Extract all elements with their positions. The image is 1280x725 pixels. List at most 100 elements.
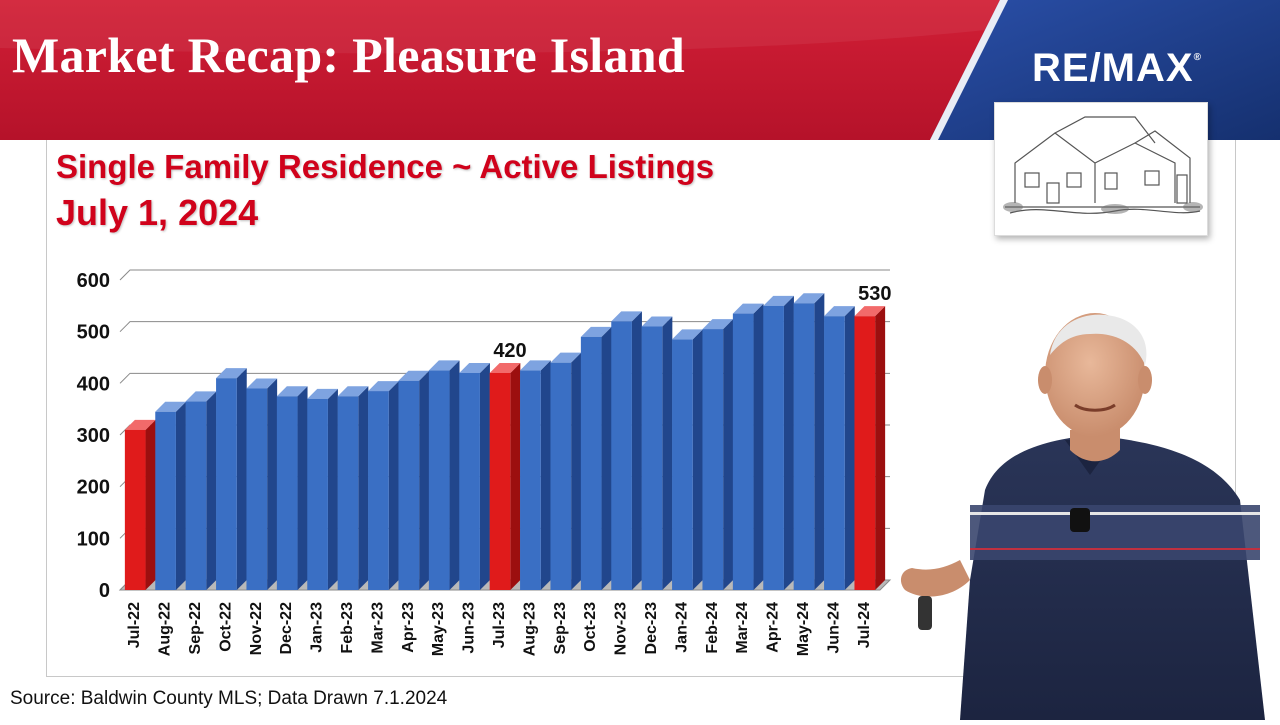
y-tick-label: 400 bbox=[77, 373, 110, 395]
bar-top bbox=[216, 368, 247, 379]
bar-side bbox=[479, 363, 490, 590]
bar-top bbox=[550, 352, 582, 363]
x-tick-label: Dec-22 bbox=[278, 602, 295, 655]
bar-side bbox=[753, 303, 764, 590]
gridline bbox=[119, 269, 890, 281]
bar bbox=[185, 401, 207, 590]
bar bbox=[580, 336, 602, 590]
bar bbox=[368, 391, 389, 590]
bar-side bbox=[419, 370, 430, 590]
bar bbox=[763, 305, 784, 590]
bar-top bbox=[368, 381, 399, 392]
bar-side bbox=[327, 388, 338, 590]
source-note: Source: Baldwin County MLS; Data Drawn 7… bbox=[10, 688, 448, 709]
bar-top bbox=[276, 386, 308, 397]
bar-top bbox=[428, 360, 460, 371]
bar-top bbox=[854, 306, 886, 317]
bar-side bbox=[145, 419, 156, 590]
x-tick-label: Mar-23 bbox=[369, 602, 386, 654]
x-tick-label: Feb-24 bbox=[704, 602, 721, 654]
bar bbox=[611, 321, 632, 590]
data-label: 530 bbox=[858, 283, 891, 305]
bar-side bbox=[844, 306, 855, 590]
bar-side bbox=[631, 311, 642, 590]
bar-side bbox=[236, 368, 247, 590]
x-tick-label: Mar-24 bbox=[734, 602, 751, 654]
x-tick-label: Jun-23 bbox=[461, 602, 478, 654]
bar-top bbox=[672, 329, 703, 340]
y-tick-label: 300 bbox=[77, 425, 110, 447]
bar bbox=[276, 396, 298, 590]
bar-side bbox=[723, 319, 734, 590]
bar-side bbox=[206, 391, 217, 590]
bar bbox=[854, 316, 876, 590]
x-tick-label: Jan-23 bbox=[309, 602, 326, 653]
x-tick-label: Aug-23 bbox=[521, 602, 538, 656]
bar bbox=[520, 370, 541, 590]
house-sketch-image bbox=[994, 102, 1208, 236]
bar-side bbox=[267, 378, 278, 590]
bar-top bbox=[641, 316, 673, 327]
chart-title: Single Family Residence ~ Active Listing… bbox=[56, 148, 715, 185]
bar bbox=[489, 373, 511, 590]
bar-top bbox=[580, 326, 612, 337]
x-tick-label: Oct-23 bbox=[582, 602, 599, 652]
bar-top bbox=[124, 419, 156, 430]
x-tick-label: Feb-23 bbox=[339, 602, 356, 654]
bar-side bbox=[601, 326, 612, 590]
x-tick-label: Apr-24 bbox=[765, 602, 782, 653]
y-tick-label: 100 bbox=[77, 528, 110, 550]
active-listings-bar-chart: 0 100 200 300 400 500 600 Jul-22 Aug-22 Sep-22 Oct… bbox=[77, 269, 891, 656]
bar bbox=[793, 303, 815, 590]
bar bbox=[732, 313, 754, 590]
bar-side bbox=[875, 306, 886, 590]
data-label: 420 bbox=[493, 340, 526, 362]
logo-mark: ® bbox=[1193, 52, 1202, 63]
x-tick-label: Oct-22 bbox=[217, 602, 234, 652]
bar bbox=[672, 339, 693, 590]
bar-side bbox=[783, 295, 794, 590]
bar-top bbox=[732, 303, 764, 314]
bar-side bbox=[571, 352, 582, 590]
bar bbox=[155, 411, 176, 590]
bar-side bbox=[175, 401, 186, 590]
bar-side bbox=[814, 293, 825, 590]
bar bbox=[641, 326, 663, 590]
x-tick-label: Jan-24 bbox=[673, 602, 690, 653]
x-tick-label: Jul-22 bbox=[126, 602, 143, 648]
x-tick-label: May-23 bbox=[430, 602, 447, 656]
bar-top bbox=[611, 311, 642, 322]
remax-logo: RE/MAX® bbox=[1032, 46, 1202, 91]
y-tick-label: 600 bbox=[77, 270, 110, 292]
logo-text: RE/MAX bbox=[1032, 46, 1194, 90]
x-tick-label: Dec-23 bbox=[643, 602, 660, 655]
bar-side bbox=[358, 386, 369, 590]
bar bbox=[337, 396, 359, 590]
presenter-image bbox=[890, 300, 1280, 720]
bar bbox=[246, 388, 268, 590]
bar bbox=[550, 362, 572, 590]
bar bbox=[216, 378, 237, 590]
bar-side bbox=[388, 381, 399, 590]
bar-side bbox=[662, 316, 673, 590]
bar bbox=[398, 380, 420, 590]
bar-side bbox=[510, 363, 521, 590]
bar-top bbox=[520, 360, 551, 371]
bar-top bbox=[489, 363, 521, 373]
bar bbox=[428, 370, 450, 590]
bar-top bbox=[155, 401, 186, 412]
bar-top bbox=[398, 370, 430, 381]
bar-side bbox=[449, 360, 460, 590]
bar-top bbox=[763, 295, 794, 306]
bar-top bbox=[307, 388, 338, 399]
x-tick-label: Nov-22 bbox=[248, 602, 265, 655]
x-tick-label: Sep-23 bbox=[552, 602, 569, 655]
bar bbox=[702, 329, 724, 590]
bar-top bbox=[702, 319, 734, 330]
bar-top bbox=[185, 391, 217, 402]
bar-top bbox=[793, 293, 825, 304]
bar-side bbox=[297, 386, 308, 590]
bar-top bbox=[824, 306, 855, 317]
bar bbox=[459, 373, 480, 590]
y-tick-label: 200 bbox=[77, 477, 110, 499]
